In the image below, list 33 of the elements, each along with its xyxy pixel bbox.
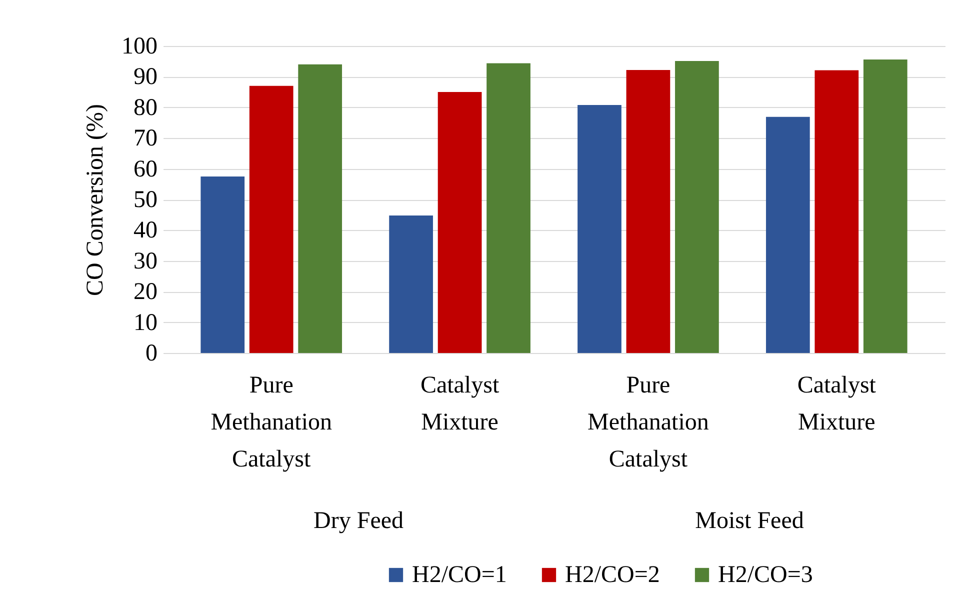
y-tick-label: 90 (134, 64, 158, 90)
x-tick-label: Catalyst Mixture (420, 372, 500, 436)
y-tick-label: 30 (134, 248, 158, 274)
y-tick-label: 50 (134, 187, 158, 213)
y-tick-label: 20 (134, 279, 158, 306)
bar (863, 60, 908, 353)
bar (249, 86, 294, 353)
bar (389, 215, 433, 353)
legend-label: H2/CO=3 (718, 562, 813, 588)
text: Moist Feed (695, 508, 804, 534)
bar (200, 176, 245, 353)
bar (578, 104, 622, 353)
y-tick-label: 80 (134, 94, 158, 121)
text: Dry Feed (314, 508, 404, 534)
y-tick-label: 60 (134, 156, 158, 182)
y-tick-label: 0 (146, 340, 158, 366)
bar (766, 116, 810, 353)
x-tick-label: Catalyst Mixture (797, 372, 876, 436)
y-tick-label: 70 (134, 126, 158, 152)
y-tick-label: 10 (134, 310, 158, 336)
bar (626, 70, 670, 353)
bar (298, 64, 342, 353)
bar (486, 63, 530, 353)
x-tick-label: Pure Methanation Catalyst (588, 372, 709, 472)
x-tick-label: Pure Methanation Catalyst (210, 372, 332, 472)
y-tick-label: 40 (134, 218, 158, 244)
bar (675, 61, 719, 353)
y-axis-title: CO Conversion (%) (82, 104, 108, 296)
legend-label: H2/CO=2 (565, 562, 660, 588)
bar (438, 92, 482, 353)
legend-label: H2/CO=1 (412, 562, 507, 588)
y-tick-label: 100 (122, 34, 158, 60)
bar (814, 70, 859, 353)
